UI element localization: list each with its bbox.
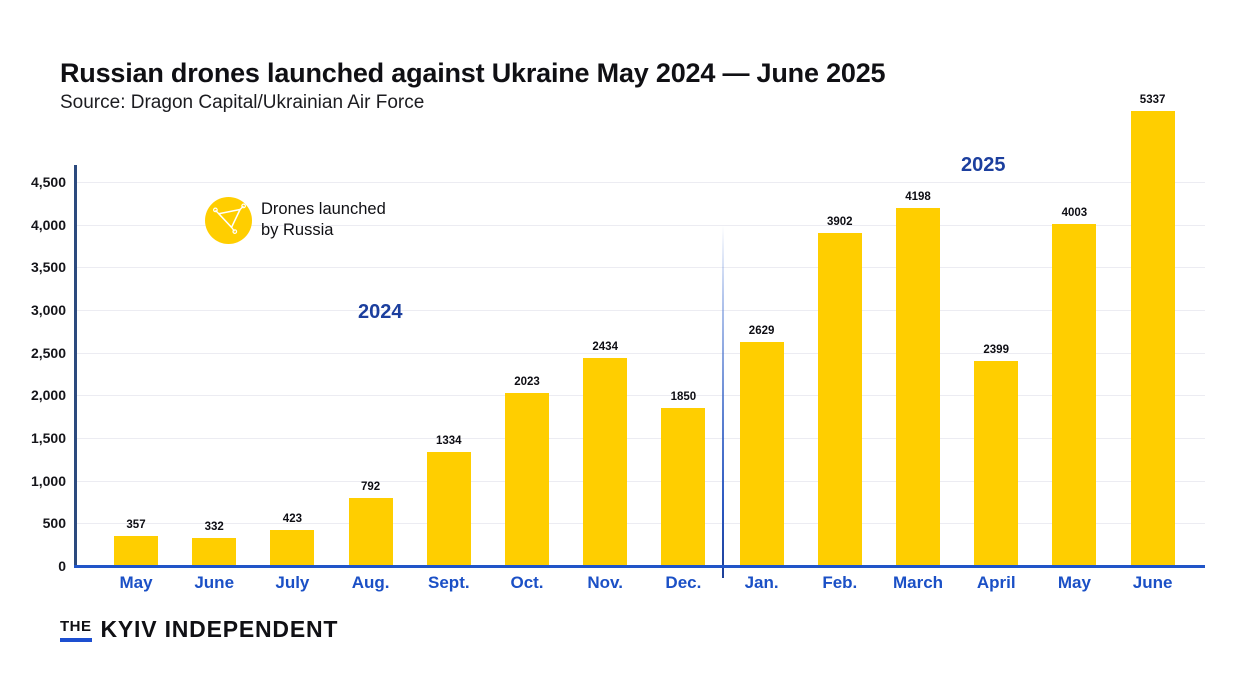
x-tick-label: Sept. <box>428 573 470 592</box>
y-axis-line <box>74 165 77 568</box>
bar-value-label: 2023 <box>514 376 540 389</box>
year-label-2025: 2025 <box>961 154 1006 176</box>
y-tick-label: 2,000 <box>30 387 66 404</box>
brand-logo-the: THE <box>60 618 92 642</box>
bar-value-label: 1850 <box>670 391 697 404</box>
x-axis-line <box>74 565 1205 568</box>
y-tick-label: 4,500 <box>30 174 66 190</box>
bar-april <box>974 361 1019 566</box>
bar-value-label: 2434 <box>592 341 618 354</box>
page-title: Russian drones launched against Ukraine … <box>60 58 886 89</box>
bar-may <box>114 535 158 566</box>
drone-icon <box>212 201 246 240</box>
bar-jan <box>739 341 784 566</box>
legend: Drones launched by Russia <box>205 197 386 244</box>
gridline <box>76 395 1205 397</box>
bar-value-label: 4003 <box>1061 207 1088 220</box>
bar-nov <box>583 358 628 566</box>
bar-value-label: 332 <box>204 520 224 533</box>
y-tick-label: 4,000 <box>30 216 66 233</box>
brand-logo: THE KYIV INDEPENDENT <box>60 616 338 643</box>
bar-value-label: 2629 <box>748 324 775 337</box>
x-tick-label: Feb. <box>822 573 858 592</box>
x-tick-label: Dec. <box>665 573 702 592</box>
legend-label: Drones launched by Russia <box>261 199 386 241</box>
bar-value-label: 3902 <box>827 216 853 229</box>
bar-june <box>192 537 237 566</box>
bar-value-label: 2399 <box>983 344 1009 357</box>
gridline <box>76 267 1205 269</box>
bar-value-label: 5337 <box>1139 93 1166 106</box>
x-tick-label: April <box>976 573 1016 592</box>
legend-label-line1: Drones launched <box>261 200 386 218</box>
x-tick-label: March <box>892 573 944 592</box>
year-divider-line <box>722 226 725 578</box>
gridline <box>76 224 1205 226</box>
bar-march <box>896 207 940 566</box>
gridline <box>76 438 1205 439</box>
bar-july <box>270 529 315 566</box>
bar-feb <box>817 233 862 566</box>
bar-value-label: 1334 <box>436 435 462 448</box>
x-tick-label: Nov. <box>587 573 623 592</box>
gridline <box>76 352 1205 354</box>
bar-aug <box>348 498 393 566</box>
gridline <box>76 310 1205 311</box>
y-tick-label: 1,500 <box>30 430 66 446</box>
bar-value-label: 792 <box>361 481 381 494</box>
x-tick-label: Jan. <box>744 573 779 592</box>
y-tick-label: 3,500 <box>30 259 66 276</box>
legend-label-line2: by Russia <box>261 221 334 239</box>
bar-value-label: 357 <box>126 518 146 531</box>
gridline <box>76 182 1205 183</box>
x-tick-label: June <box>1132 573 1173 592</box>
bar-value-label: 423 <box>282 512 302 525</box>
gridline <box>76 480 1205 482</box>
y-tick-label: 500 <box>42 515 66 532</box>
x-tick-label: June <box>194 573 235 592</box>
y-tick-label: 3,000 <box>30 302 66 318</box>
x-tick-label: May <box>1057 573 1091 592</box>
bar-oct <box>505 393 549 566</box>
source-attribution: Source: Dragon Capital/Ukrainian Air For… <box>60 92 425 113</box>
year-label-2024: 2024 <box>358 301 403 323</box>
x-tick-label: May <box>119 573 153 592</box>
bar-may <box>1052 224 1097 566</box>
x-tick-label: Oct. <box>510 573 544 592</box>
y-tick-label: 2,500 <box>30 344 66 361</box>
bar-dec <box>661 408 706 566</box>
y-tick-label: 0 <box>58 558 66 574</box>
gridline <box>76 523 1205 525</box>
legend-swatch <box>205 197 252 244</box>
bar-june <box>1130 110 1175 566</box>
y-tick-label: 1,000 <box>30 472 66 489</box>
brand-logo-name: KYIV INDEPENDENT <box>100 616 339 642</box>
bar-sept <box>426 452 471 566</box>
x-tick-label: Aug. <box>351 573 390 592</box>
bar-value-label: 4198 <box>905 190 931 203</box>
x-tick-label: July <box>275 573 310 592</box>
